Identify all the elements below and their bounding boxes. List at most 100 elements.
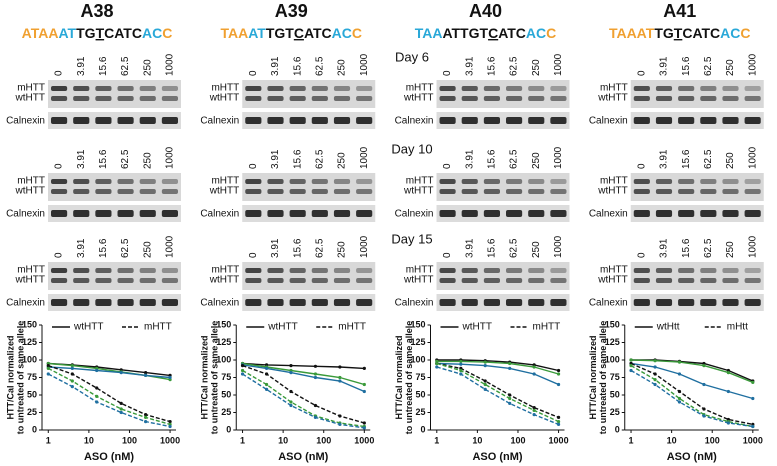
y-axis-label: to untreated of same allele — [404, 321, 414, 435]
dose-label: 250 — [725, 241, 736, 258]
band — [161, 210, 178, 217]
y-axis-label: HTT/Cal normalized — [5, 335, 15, 419]
band — [267, 299, 284, 306]
row-label: wtHTT — [209, 93, 239, 104]
data-point — [751, 424, 755, 429]
data-point — [629, 364, 633, 368]
band — [95, 299, 112, 306]
dose-label: 3.91 — [659, 56, 670, 76]
band — [311, 299, 328, 306]
data-point — [70, 379, 74, 383]
band — [439, 210, 456, 217]
band — [678, 86, 695, 91]
sequence-part: C — [740, 25, 750, 41]
band — [139, 179, 156, 184]
sequence-part: C — [352, 25, 362, 41]
y-tick-label: 150 — [605, 319, 620, 329]
band — [117, 268, 134, 273]
x-tick-label: 1000 — [354, 435, 374, 445]
data-point — [313, 375, 318, 380]
data-point — [289, 389, 293, 394]
row-label: wtHTT — [209, 275, 239, 286]
y-tick-label: 100 — [410, 354, 425, 364]
band — [550, 210, 567, 217]
band — [117, 299, 134, 306]
band — [245, 86, 262, 91]
band — [289, 117, 306, 124]
band — [95, 86, 112, 91]
band — [633, 86, 650, 91]
day-label: Day 15 — [391, 231, 432, 246]
band — [483, 268, 500, 273]
blot-calnexin — [242, 205, 376, 222]
band — [245, 210, 262, 217]
band — [95, 189, 112, 194]
series-line — [436, 360, 559, 375]
dose-label: 15.6 — [98, 149, 109, 169]
data-point — [702, 364, 706, 368]
series-line — [242, 364, 365, 424]
sequence-part: TGT — [266, 25, 294, 41]
blot-calnexin — [630, 294, 764, 311]
band — [528, 179, 545, 184]
band — [73, 278, 90, 283]
legend-label: mHtt — [727, 322, 748, 333]
band — [95, 210, 112, 217]
dose-label: 0 — [636, 252, 647, 258]
band — [744, 299, 761, 306]
band — [51, 179, 68, 184]
data-point — [240, 372, 245, 376]
data-point — [240, 368, 245, 373]
panel-title: A41 — [663, 1, 696, 21]
series-line — [630, 362, 754, 400]
row-label: Calnexin — [589, 209, 628, 220]
dose-label: 250 — [337, 241, 348, 258]
dose-label: 3.91 — [270, 149, 281, 169]
dose-label: 62.5 — [120, 56, 131, 76]
band — [139, 268, 156, 273]
band — [678, 96, 695, 101]
band — [289, 86, 306, 91]
data-point — [677, 372, 682, 376]
y-tick-label: 75 — [415, 372, 425, 382]
data-point — [289, 364, 293, 368]
data-point — [459, 368, 463, 373]
band — [311, 189, 328, 194]
band — [73, 86, 90, 91]
y-tick-label: 100 — [605, 354, 620, 364]
row-label: Calnexin — [200, 209, 239, 220]
row-label: wtHTT — [597, 93, 627, 104]
band — [267, 210, 284, 217]
band — [633, 210, 650, 217]
data-point — [459, 372, 463, 376]
band — [700, 96, 717, 101]
sequence-part: T — [96, 25, 105, 41]
dose-label: 62.5 — [314, 149, 325, 169]
band — [73, 117, 90, 124]
data-point — [168, 375, 172, 380]
band — [700, 268, 717, 273]
x-axis-label: ASO (nM) — [84, 451, 134, 463]
band — [267, 189, 284, 194]
band — [245, 179, 262, 184]
series-line — [242, 373, 365, 429]
data-point — [46, 364, 50, 368]
data-point — [556, 382, 561, 387]
band — [655, 268, 673, 273]
y-axis-label: to untreated of same allele — [210, 321, 220, 435]
row-label: wtHTT — [597, 275, 627, 286]
band — [333, 179, 351, 184]
band — [461, 189, 478, 194]
data-point — [508, 366, 512, 370]
band — [744, 86, 761, 91]
band — [139, 86, 156, 91]
band — [678, 278, 695, 283]
dose-label: 15.6 — [292, 238, 303, 258]
dose-label: 0 — [54, 252, 65, 258]
data-point — [119, 371, 123, 375]
data-point — [46, 366, 50, 370]
band — [506, 299, 523, 306]
band — [483, 117, 500, 124]
band — [700, 86, 717, 91]
